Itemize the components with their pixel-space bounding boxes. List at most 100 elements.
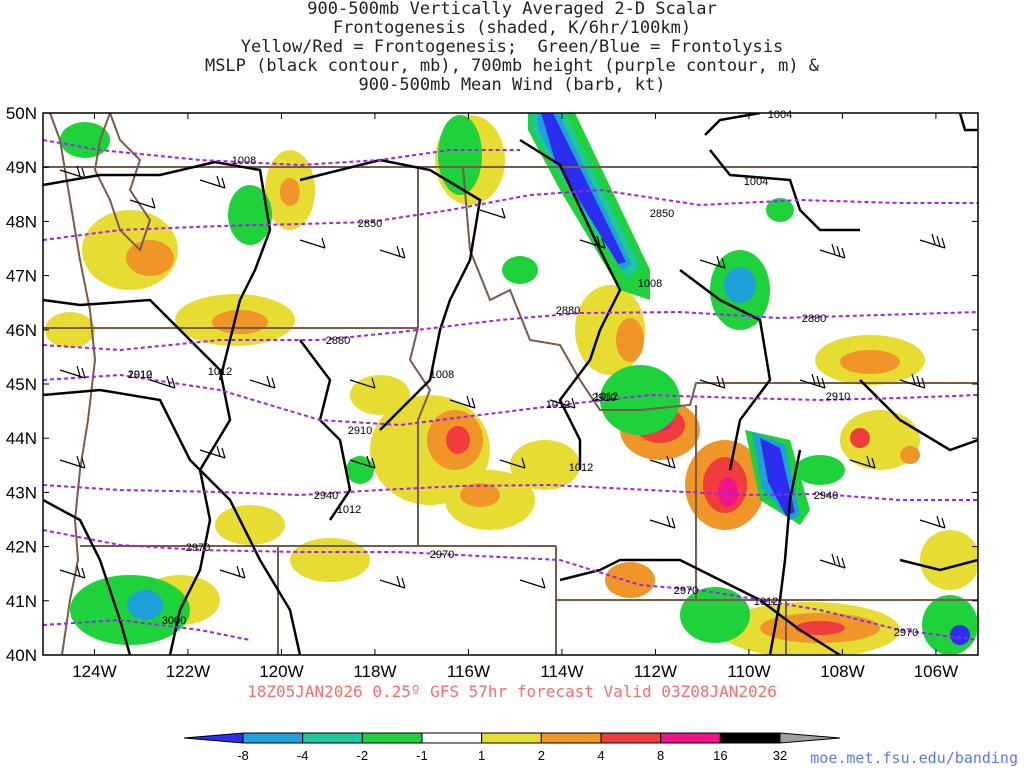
height-label: 2970 xyxy=(430,549,454,561)
mslp-contour xyxy=(709,149,860,232)
colorbar-swatch xyxy=(421,732,483,744)
frontogenesis-area xyxy=(215,505,285,545)
wind-barb xyxy=(579,235,606,249)
frontogenesis-area xyxy=(795,621,845,635)
frontogenesis-area xyxy=(510,440,580,490)
wind-barb xyxy=(649,455,676,469)
longitude-axis: 124W 122W 120W 118W 116W 114W 112W 110W 108W 106W xyxy=(72,113,958,681)
mslp-contours xyxy=(43,113,978,655)
wind-barb xyxy=(919,233,946,249)
frontolysis-area xyxy=(950,625,970,645)
wind-barb xyxy=(699,255,726,269)
mslp-contour xyxy=(43,298,232,655)
lat-tick-label: 45N xyxy=(6,375,37,394)
latitude-axis: 50N 49N 48N 47N 46N 45N 44N 43N 42N 41N 40N xyxy=(6,104,978,665)
colorbar: -8 -4 -2 -1 1 2 4 8 16 32 xyxy=(183,732,841,763)
wind-barb xyxy=(499,457,526,469)
mslp-contour xyxy=(299,339,352,521)
wind-barb xyxy=(819,243,846,259)
mslp-label: 1004 xyxy=(744,176,768,188)
height-contour xyxy=(43,310,978,352)
mslp-contour xyxy=(768,449,802,655)
mslp-contour xyxy=(704,113,761,136)
height-label: 2970 xyxy=(674,585,698,597)
frontogenesis-area xyxy=(460,483,500,507)
frontogenesis-area xyxy=(900,446,920,464)
lon-tick-label: 116W xyxy=(447,662,490,681)
mslp-contour xyxy=(519,138,622,470)
mslp-label: 1008 xyxy=(430,369,454,381)
colorbar-label: 2 xyxy=(538,748,545,763)
wind-barb xyxy=(699,375,726,389)
frontogenesis-area xyxy=(290,538,370,582)
colorbar-swatch xyxy=(302,732,363,744)
lat-tick-label: 43N xyxy=(6,483,37,502)
title-line: Frontogenesis (shaded, K/6hr/100km) xyxy=(332,18,692,38)
height-labels: 2850 2850 2880 2880 2880 2910 2910 2910 … xyxy=(128,208,918,639)
title-line: Yellow/Red = Frontogenesis; Green/Blue =… xyxy=(240,37,784,57)
colorbar-label: 8 xyxy=(657,748,664,763)
frontolysis-area xyxy=(541,113,626,264)
lat-tick-label: 49N xyxy=(6,158,37,177)
wind-barb xyxy=(199,445,226,459)
mslp-label: 1012 xyxy=(337,504,361,516)
height-label: 2850 xyxy=(650,208,674,220)
colorbar-high-arrow xyxy=(779,732,841,744)
wind-barbs xyxy=(59,165,946,589)
title-line: MSLP (black contour, mb), 700mb height (… xyxy=(204,56,820,76)
colorbar-swatch xyxy=(361,732,423,744)
colorbar-label: -4 xyxy=(297,748,309,763)
lon-tick-label: 106W xyxy=(914,662,958,681)
height-label: 2910 xyxy=(128,369,152,381)
wind-barb xyxy=(59,365,86,379)
wind-barb xyxy=(449,395,476,409)
lon-tick-label: 114W xyxy=(540,662,583,681)
lat-tick-label: 44N xyxy=(6,429,37,448)
frontolysis-area xyxy=(438,115,482,195)
height-label: 2910 xyxy=(348,425,372,437)
frontolysis-area xyxy=(346,456,374,484)
frontolysis-area xyxy=(127,590,163,620)
wind-barb xyxy=(799,373,826,389)
mslp-label: 1012 xyxy=(128,369,152,381)
frontogenesis-area xyxy=(45,312,95,348)
wind-barb xyxy=(549,397,576,409)
height-contour xyxy=(43,618,251,641)
colorbar-label: 4 xyxy=(597,748,604,763)
height-label: 2850 xyxy=(358,218,382,230)
colorbar-label: -1 xyxy=(416,748,428,763)
height-label: 2880 xyxy=(802,313,826,325)
mslp-label: 1004 xyxy=(768,109,792,121)
frontogenesis-area xyxy=(605,562,655,598)
frontolysis-area xyxy=(760,438,795,516)
colorbar-swatch xyxy=(242,732,304,744)
mslp-label: 1008 xyxy=(232,155,256,167)
lat-tick-label: 48N xyxy=(6,212,37,231)
mslp-labels: 1004 1004 1008 1008 1008 1012 1012 1012 … xyxy=(128,109,792,608)
wind-barb xyxy=(479,207,506,219)
lon-tick-label: 120W xyxy=(259,662,303,681)
wind-barb xyxy=(149,375,176,389)
frontolysis-area xyxy=(228,185,272,245)
site-credit[interactable]: moe.met.fsu.edu/banding xyxy=(810,749,1018,767)
mslp-contour xyxy=(559,558,841,655)
height-contour xyxy=(43,188,978,241)
title-line: 900-500mb Vertically Averaged 2-D Scalar xyxy=(307,0,717,19)
run-info: 18Z05JAN2026 0.25º GFS 57hr forecast Val… xyxy=(247,682,777,701)
colorbar-label: -8 xyxy=(237,748,249,763)
height-label: 2910 xyxy=(592,392,616,404)
mslp-label: 1012 xyxy=(754,596,778,608)
frontolysis-area xyxy=(600,365,680,435)
height-contour xyxy=(43,529,978,641)
wind-barb xyxy=(379,575,406,589)
colorbar-label: 1 xyxy=(478,748,485,763)
height-label: 2880 xyxy=(326,335,350,347)
frontolysis-area xyxy=(724,267,756,303)
frontolysis-area xyxy=(60,122,110,158)
mslp-contour xyxy=(43,388,302,655)
mslp-label: 1012 xyxy=(569,462,593,474)
wind-barb xyxy=(819,553,846,569)
lat-tick-label: 40N xyxy=(6,646,37,665)
lat-tick-label: 41N xyxy=(6,592,37,611)
